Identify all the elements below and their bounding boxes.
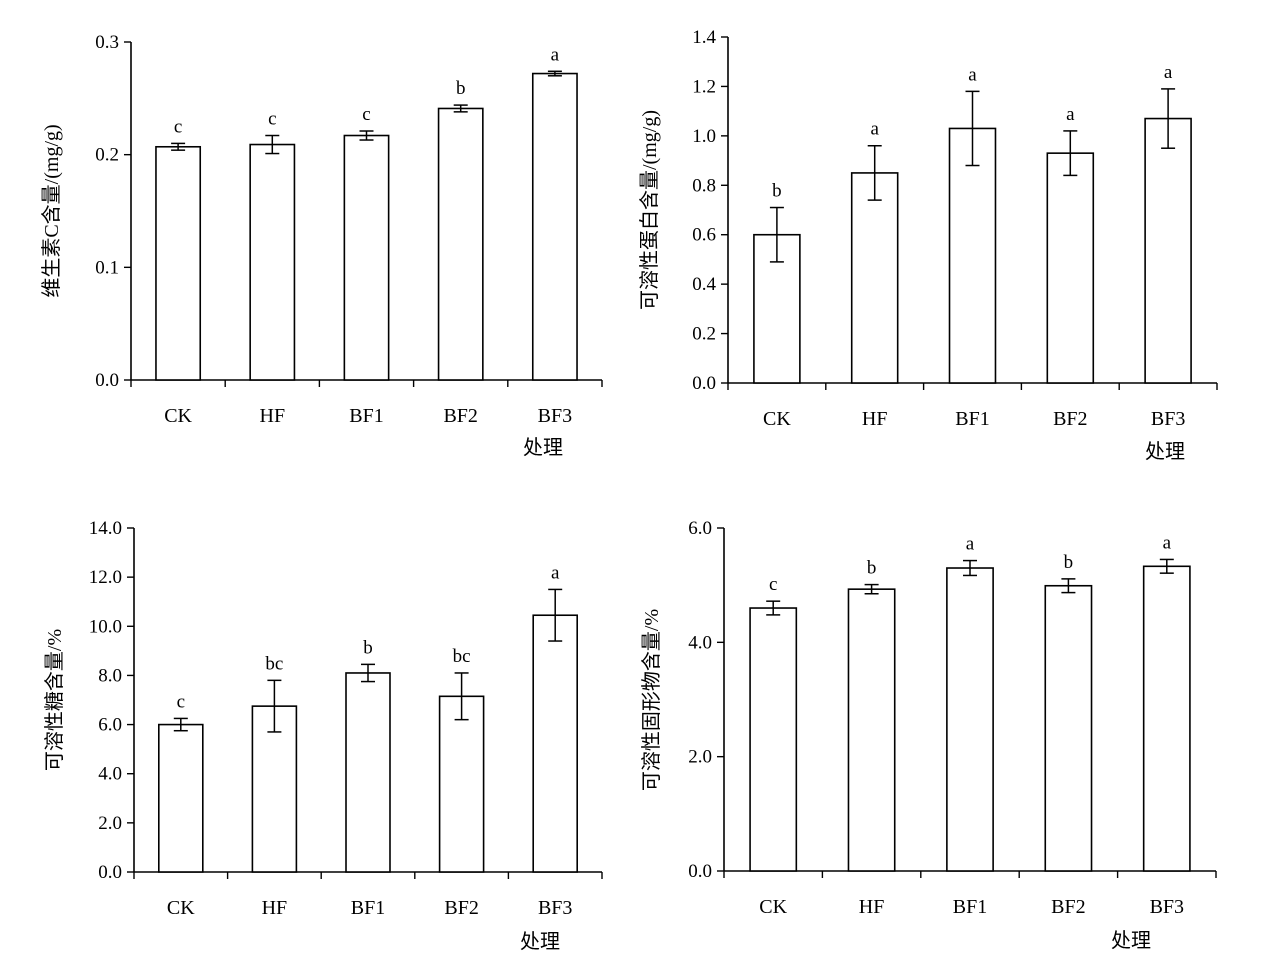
significance-label: a bbox=[870, 119, 879, 140]
bar bbox=[531, 72, 578, 381]
y-tick-label: 12.0 bbox=[89, 567, 122, 588]
significance-label: b bbox=[1064, 552, 1074, 573]
bar bbox=[948, 127, 997, 384]
y-axis-title: 可溶性固形物含量/% bbox=[640, 609, 663, 791]
significance-label: c bbox=[268, 109, 276, 130]
panel-soluble-protein: 0.0 0.2 0.4 0.6 0.8 1.0 1.2 1.4 b CK a HF a BF1 a BF2 a B… bbox=[638, 27, 1218, 463]
bar bbox=[532, 614, 578, 873]
significance-label: a bbox=[1164, 62, 1173, 83]
significance-label: a bbox=[551, 44, 560, 65]
significance-label: b bbox=[456, 78, 466, 99]
bar bbox=[158, 723, 204, 873]
y-tick-label: 2.0 bbox=[98, 813, 122, 834]
y-tick-label: 0.1 bbox=[95, 257, 119, 278]
category-label: BF3 bbox=[538, 897, 572, 919]
x-axis-title: 处理 bbox=[1111, 929, 1151, 952]
category-label: BF1 bbox=[955, 408, 989, 430]
y-tick-label: 0.3 bbox=[95, 32, 119, 53]
y-tick-label: 0.2 bbox=[95, 145, 119, 166]
category-label: HF bbox=[262, 897, 288, 919]
significance-label: a bbox=[551, 562, 560, 583]
significance-label: c bbox=[174, 116, 182, 137]
y-tick-label: 0.0 bbox=[98, 862, 122, 883]
significance-label: b bbox=[772, 181, 782, 202]
significance-label: c bbox=[177, 691, 185, 712]
bar bbox=[749, 607, 798, 872]
category-label: HF bbox=[862, 408, 888, 430]
y-tick-label: 0.2 bbox=[692, 324, 716, 345]
category-label: HF bbox=[859, 896, 885, 918]
y-tick-label: 1.0 bbox=[692, 126, 716, 147]
significance-label: b bbox=[867, 558, 877, 579]
bar bbox=[251, 705, 298, 873]
y-tick-label: 4.0 bbox=[688, 632, 712, 653]
bar bbox=[438, 695, 485, 873]
significance-label: bc bbox=[453, 646, 471, 667]
y-tick-label: 4.0 bbox=[98, 764, 122, 785]
category-label: BF1 bbox=[349, 405, 383, 427]
x-axis-title: 处理 bbox=[1145, 440, 1185, 463]
y-tick-label: 0.0 bbox=[95, 370, 119, 391]
y-tick-label: 0.4 bbox=[692, 274, 716, 295]
y-tick-label: 6.0 bbox=[98, 715, 122, 736]
significance-label: a bbox=[1066, 104, 1075, 125]
y-tick-label: 6.0 bbox=[688, 518, 712, 539]
y-tick-label: 14.0 bbox=[89, 518, 122, 539]
x-axis-title: 处理 bbox=[523, 436, 563, 459]
bar bbox=[850, 172, 899, 384]
y-tick-label: 10.0 bbox=[89, 616, 122, 637]
y-axis-title: 维生素C含量/(mg/g) bbox=[40, 124, 63, 297]
y-axis-title: 可溶性糖含量/% bbox=[43, 629, 66, 771]
y-tick-label: 1.2 bbox=[692, 76, 716, 97]
significance-label: a bbox=[968, 64, 977, 85]
category-label: HF bbox=[260, 405, 286, 427]
y-tick-label: 8.0 bbox=[98, 665, 122, 686]
bar bbox=[249, 143, 296, 381]
category-label: CK bbox=[759, 896, 787, 918]
category-label: BF2 bbox=[444, 897, 478, 919]
y-tick-label: 0.8 bbox=[692, 175, 716, 196]
y-tick-label: 1.4 bbox=[692, 27, 716, 48]
bar bbox=[343, 134, 390, 381]
category-label: BF3 bbox=[538, 405, 572, 427]
category-label: BF1 bbox=[351, 897, 385, 919]
significance-label: b bbox=[363, 637, 373, 658]
significance-label: a bbox=[966, 534, 975, 555]
bar bbox=[437, 107, 484, 381]
category-label: BF2 bbox=[443, 405, 477, 427]
panel-soluble-solids: 0.0 2.0 4.0 6.0 c CK b HF a BF1 b BF2 a BF3 可溶性固形物含量/%… bbox=[640, 518, 1217, 952]
y-tick-label: 0.6 bbox=[692, 225, 716, 246]
y-axis-title: 可溶性蛋白含量/(mg/g) bbox=[638, 110, 661, 310]
category-label: CK bbox=[167, 897, 195, 919]
category-label: BF2 bbox=[1053, 408, 1087, 430]
significance-label: a bbox=[1163, 532, 1172, 553]
bar bbox=[1044, 584, 1093, 872]
bar bbox=[946, 567, 994, 872]
category-label: CK bbox=[763, 408, 791, 430]
category-label: BF3 bbox=[1151, 408, 1185, 430]
x-axis-title: 处理 bbox=[520, 930, 560, 953]
significance-label: c bbox=[362, 104, 370, 125]
category-label: BF2 bbox=[1051, 896, 1085, 918]
y-tick-label: 2.0 bbox=[688, 747, 712, 768]
bar bbox=[1142, 565, 1191, 872]
y-tick-label: 0.0 bbox=[688, 861, 712, 882]
panel-vitamin-c: 0.0 0.1 0.2 0.3 c CK c HF c BF1 b BF2 a BF3 维生素C含量/(mg… bbox=[40, 32, 603, 459]
bar bbox=[847, 588, 896, 872]
panel-soluble-sugar: 0.0 2.0 4.0 6.0 8.0 10.0 12.0 14.0 c CK bc HF b BF1 bc… bbox=[43, 518, 603, 953]
significance-label: bc bbox=[265, 653, 283, 674]
bar bbox=[1144, 117, 1192, 384]
bar bbox=[345, 672, 391, 873]
category-label: BF3 bbox=[1150, 896, 1184, 918]
bar bbox=[1046, 152, 1095, 384]
category-label: BF1 bbox=[953, 896, 987, 918]
y-tick-label: 0.0 bbox=[692, 373, 716, 394]
significance-label: c bbox=[769, 574, 777, 595]
bar bbox=[155, 145, 202, 381]
category-label: CK bbox=[164, 405, 192, 427]
